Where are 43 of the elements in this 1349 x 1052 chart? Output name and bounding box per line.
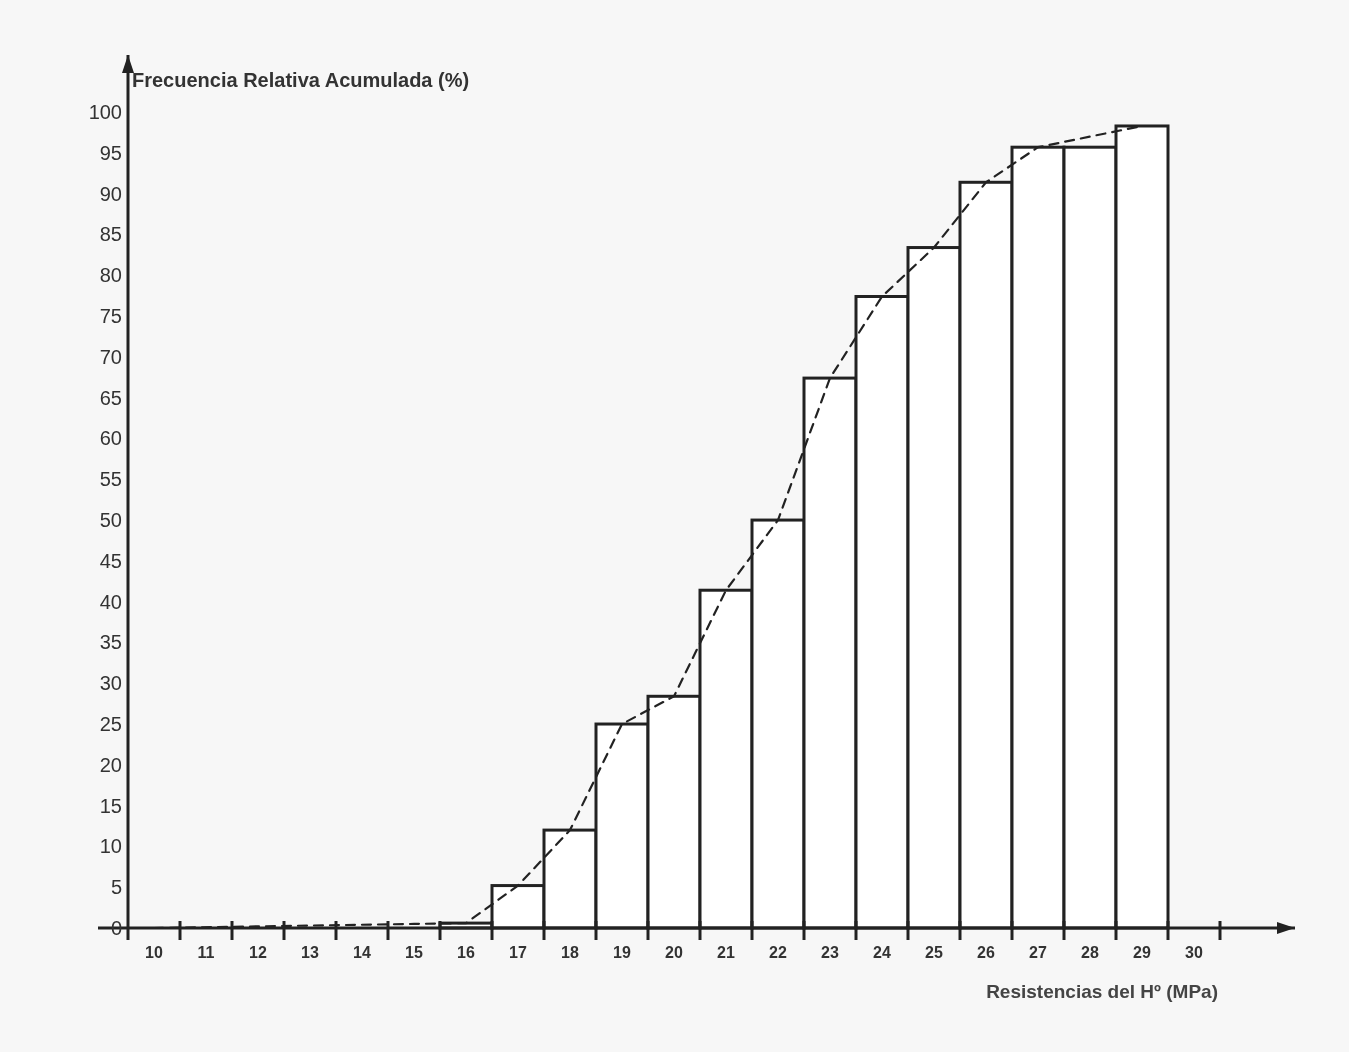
y-tick-label: 100 [88,101,122,124]
x-tick-label: 16 [457,944,475,961]
y-tick-label: 95 [99,141,122,164]
y-tick-label: 55 [99,468,122,491]
y-tick-label: 15 [99,794,122,817]
y-axis-title: Frecuencia Relativa Acumulada (%) [132,69,470,91]
y-tick-label: 25 [99,713,122,736]
x-tick-label: 14 [353,944,371,961]
x-axis-title: Resistencias del Hº (MPa) [986,981,1218,1002]
x-tick-label: 11 [197,944,215,961]
y-tick-label: 20 [99,753,122,776]
x-tick-label: 28 [1081,944,1099,961]
y-tick-label: 65 [99,386,122,409]
x-tick-label: 19 [613,944,631,961]
y-tick-label: 50 [99,509,122,532]
x-tick-label: 30 [1185,944,1203,961]
y-tick-label: 75 [99,305,122,328]
y-tick-label: 70 [99,345,122,368]
y-tick-label: 60 [99,427,122,450]
y-tick-label: 90 [99,182,122,205]
y-tick-label: 35 [99,631,122,654]
x-tick-label: 15 [405,944,423,961]
y-tick-label: 5 [110,876,122,899]
x-tick-label: 29 [1133,944,1151,961]
y-tick-label: 10 [99,835,122,858]
y-tick-label: 85 [99,223,122,246]
x-tick-label: 23 [821,944,839,961]
x-tick-label: 12 [249,944,267,961]
y-tick-label: 45 [99,549,122,572]
x-tick-label: 22 [769,944,787,961]
x-tick-label: 21 [717,944,735,961]
y-tick-label: 30 [99,672,122,695]
x-tick-label: 24 [873,944,891,961]
x-tick-label: 27 [1029,944,1047,961]
y-tick-label: 40 [99,590,122,613]
y-tick-label: 80 [99,264,122,287]
x-tick-label: 26 [977,944,995,961]
x-tick-label: 13 [301,944,319,961]
x-tick-label: 17 [509,944,527,961]
x-tick-label: 18 [561,944,579,961]
x-tick-label: 25 [925,944,943,961]
x-tick-label: 10 [145,944,163,961]
x-tick-label: 20 [665,944,683,961]
